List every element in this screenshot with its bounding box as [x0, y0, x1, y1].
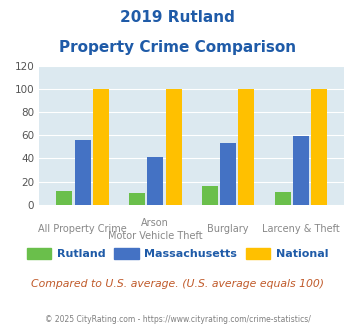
Bar — [93, 89, 109, 205]
Bar — [293, 137, 309, 205]
Bar — [129, 193, 145, 205]
Bar — [220, 143, 236, 205]
Text: Burglary: Burglary — [207, 224, 249, 234]
Text: Compared to U.S. average. (U.S. average equals 100): Compared to U.S. average. (U.S. average … — [31, 279, 324, 289]
Text: © 2025 CityRating.com - https://www.cityrating.com/crime-statistics/: © 2025 CityRating.com - https://www.city… — [45, 315, 310, 324]
Bar — [311, 89, 327, 205]
Text: All Property Crime: All Property Crime — [38, 224, 127, 234]
Bar — [147, 157, 163, 205]
Text: 2019 Rutland: 2019 Rutland — [120, 10, 235, 25]
Text: Motor Vehicle Theft: Motor Vehicle Theft — [108, 231, 203, 241]
Bar — [165, 89, 181, 205]
Bar — [274, 192, 290, 205]
Legend: Rutland, Massachusetts, National: Rutland, Massachusetts, National — [22, 243, 333, 263]
Bar — [75, 140, 91, 205]
Text: Larceny & Theft: Larceny & Theft — [262, 224, 340, 234]
Bar — [56, 191, 72, 205]
Bar — [238, 89, 254, 205]
Text: Arson: Arson — [141, 218, 169, 228]
Text: Property Crime Comparison: Property Crime Comparison — [59, 40, 296, 54]
Bar — [202, 186, 218, 205]
